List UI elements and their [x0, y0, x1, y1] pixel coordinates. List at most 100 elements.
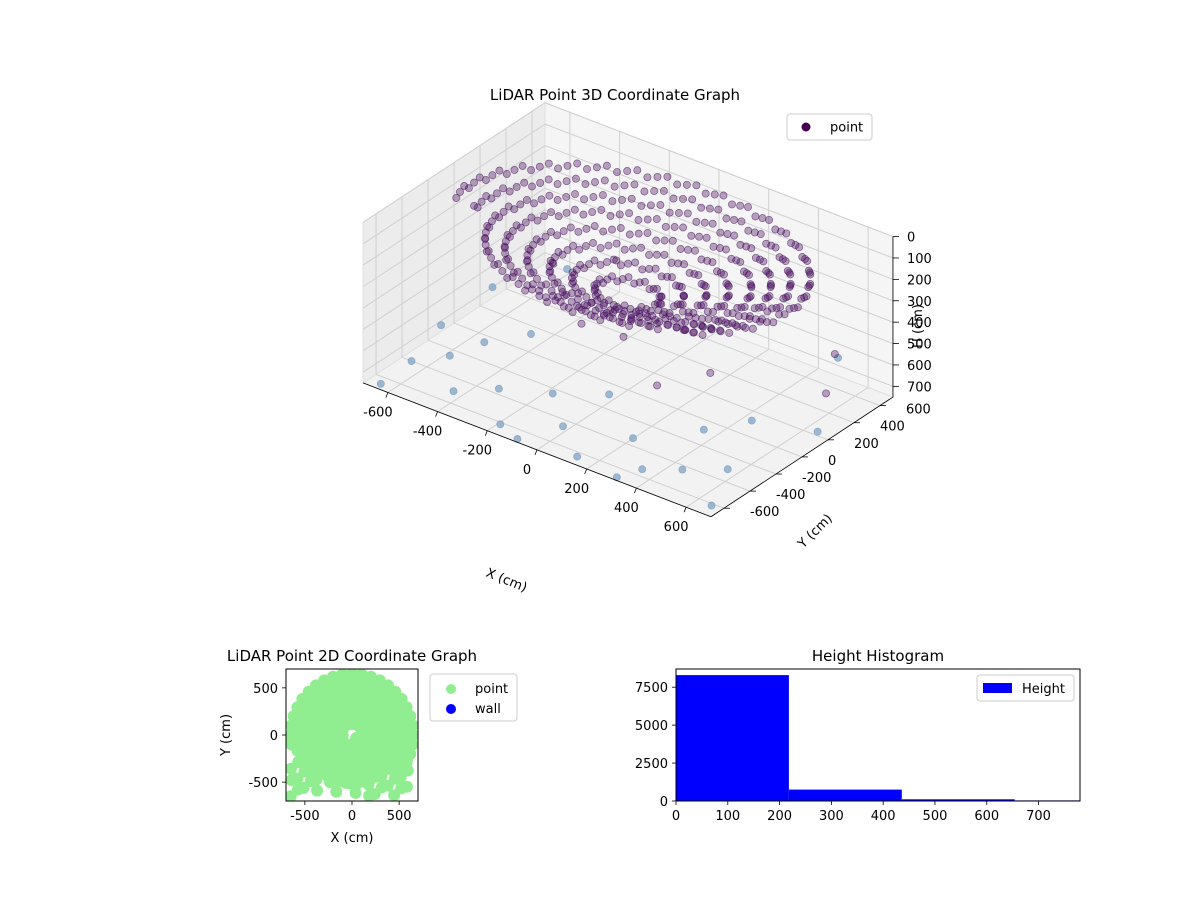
- scatter-point-2d: [375, 770, 388, 783]
- scatter-point-3d: [577, 305, 586, 314]
- scatter-point-3d: [763, 307, 772, 316]
- scatter-point-3d: [650, 300, 659, 309]
- scatter-point-3d: [714, 317, 723, 326]
- x-tick-label: 0: [523, 463, 531, 478]
- scatter-point-3d: [540, 212, 549, 221]
- scatter-point-3d: [499, 184, 508, 193]
- scatter-point-3d: [679, 194, 687, 203]
- scatter-point-3d: [376, 379, 385, 388]
- x-tick-label: 600: [974, 809, 999, 824]
- scatter-point-3d: [491, 211, 500, 220]
- scatter-point-3d: [630, 180, 639, 189]
- scatter-point-3d: [707, 325, 716, 334]
- scatter-point-3d: [595, 275, 604, 284]
- scatter-point-3d: [716, 244, 724, 252]
- scatter-point-3d: [690, 320, 699, 329]
- scatter-point-3d: [460, 182, 469, 190]
- scatter-point-3d: [657, 292, 666, 301]
- scatter-point-3d: [608, 308, 617, 317]
- scatter-point-3d: [613, 277, 622, 286]
- scatter-point-2d: [388, 734, 401, 747]
- histogram-ticks: 0 100 200 300 400 500 600 700 0 2500 5000 7500: [635, 681, 1051, 824]
- scatter-point-3d: [761, 294, 770, 303]
- scatter-point-3d: [546, 256, 555, 265]
- scatter-point-3d: [504, 202, 513, 211]
- x-tick: [484, 430, 488, 436]
- scatter-point-3d: [619, 332, 628, 341]
- scatter-point-3d: [583, 165, 591, 174]
- scatter-point-3d: [775, 310, 784, 319]
- scatter-point-3d: [644, 316, 653, 325]
- gridline-z: [544, 123, 894, 259]
- scatter-point-3d: [626, 304, 635, 313]
- scatter-point-3d: [620, 301, 629, 310]
- scatter-point-3d: [510, 165, 519, 174]
- scatter-point-3d: [541, 232, 550, 241]
- x-tick: [534, 449, 538, 455]
- z-tick-label: 700: [907, 380, 932, 395]
- chart-3d-legend: point: [786, 113, 873, 141]
- scatter-point-3d: [562, 177, 571, 186]
- scatter-point-3d: [704, 314, 713, 323]
- scatter-point-3d: [660, 250, 669, 259]
- scatter-point-3d: [605, 390, 614, 399]
- scatter-point-3d: [547, 208, 556, 217]
- legend-marker-wall: [446, 704, 456, 714]
- y-tick-label: 0: [270, 729, 278, 744]
- scatter-point-2d: [286, 735, 298, 748]
- scatter-point-3d: [547, 286, 556, 295]
- scatter-point-3d: [590, 256, 599, 265]
- scatter-point-3d: [508, 273, 517, 282]
- scatter-point-2d: [395, 782, 408, 795]
- scatter-point-3d: [562, 208, 571, 217]
- scatter-point-3d: [521, 286, 530, 295]
- y-tick-label: -600: [750, 505, 780, 520]
- scatter-point-2d: [298, 727, 311, 739]
- scatter-point-3d: [751, 212, 760, 221]
- scatter-point-2d: [369, 733, 382, 746]
- scatter-point-3d: [679, 325, 688, 334]
- scatter-point-3d: [590, 222, 599, 231]
- x-tick-label: 0: [348, 809, 356, 824]
- histogram-title: Height Histogram: [812, 647, 944, 665]
- scatter-point-3d: [563, 246, 572, 255]
- scatter-point-2d: [330, 785, 343, 798]
- scatter-point-3d: [506, 261, 515, 270]
- scatter-point-2d: [337, 740, 350, 753]
- scatter-point-3d: [612, 239, 621, 248]
- histogram-axes-frame: [675, 668, 1081, 802]
- scatter-point-3d: [604, 241, 613, 250]
- scatter-point-3d: [554, 212, 563, 221]
- scatter-point-3d: [759, 257, 768, 266]
- scatter-point-3d: [449, 387, 458, 396]
- scatter-point-3d: [727, 254, 736, 263]
- gridline-y: [479, 305, 829, 441]
- y-tick-label: -500: [248, 776, 278, 791]
- scatter-point-3d: [734, 312, 743, 320]
- scatter-point-3d: [747, 283, 756, 292]
- scatter-point-3d: [615, 317, 624, 326]
- scatter-point-3d: [606, 211, 615, 220]
- scatter-point-2d: [401, 764, 414, 777]
- scatter-point-3d: [722, 245, 730, 254]
- x-axis-label: X (cm): [484, 566, 529, 596]
- scatter-point-3d: [407, 357, 416, 366]
- scatter-point-3d: [535, 291, 544, 300]
- scatter-point-3d: [720, 270, 728, 279]
- scatter-point-3d: [482, 192, 491, 201]
- scatter-point-3d: [638, 265, 647, 274]
- scatter-point-3d: [744, 203, 752, 212]
- scatter-point-3d: [787, 239, 796, 248]
- gridline-z: [362, 209, 546, 330]
- scatter-point-3d: [767, 241, 776, 250]
- scatter-point-3d: [785, 304, 794, 313]
- legend-label-height: Height: [1022, 682, 1065, 697]
- scatter-point-3d: [701, 292, 710, 301]
- chart-3d: LiDAR Point 3D Coordinate Graph -600 -400…: [361, 86, 932, 596]
- scatter-point-3d: [600, 176, 609, 185]
- scatter-point-3d: [669, 194, 678, 203]
- scatter-point-3d: [733, 303, 742, 312]
- scatter-point-3d: [709, 242, 718, 251]
- scatter-point-3d: [730, 231, 739, 240]
